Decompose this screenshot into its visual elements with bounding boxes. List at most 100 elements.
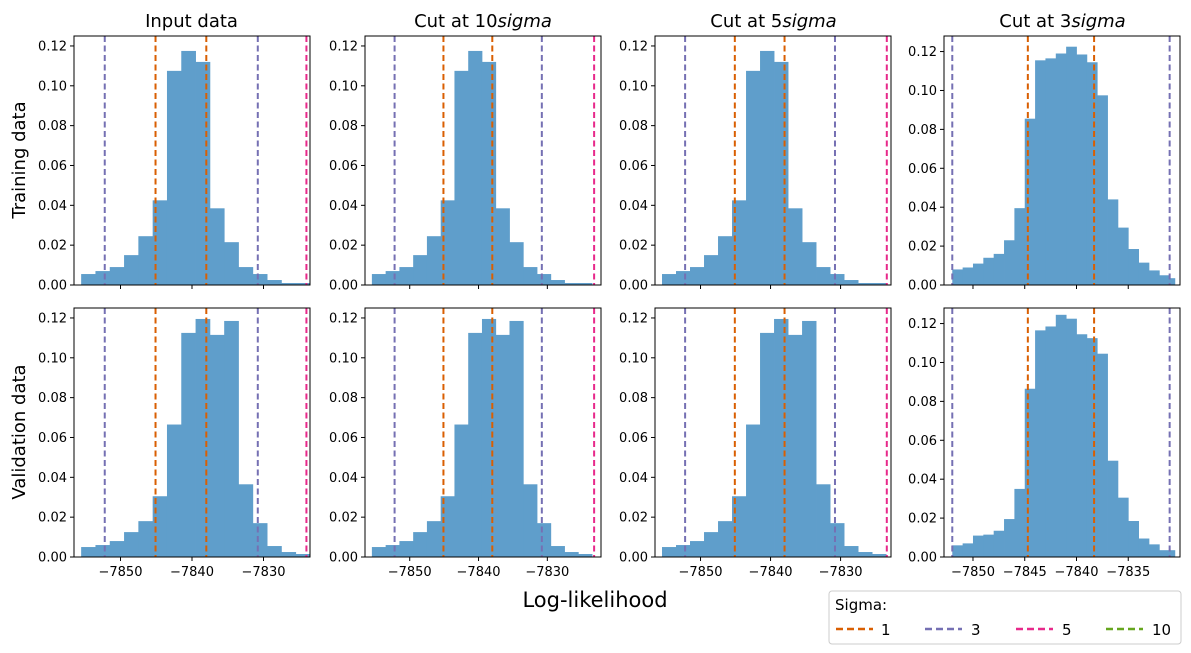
histogram-bar bbox=[1097, 353, 1108, 557]
histogram-bars bbox=[371, 318, 593, 557]
y-tick-label: 0.00 bbox=[38, 551, 67, 566]
histogram-bar bbox=[224, 320, 239, 557]
histogram-bar bbox=[662, 274, 677, 285]
histogram-bar bbox=[252, 274, 268, 285]
histogram-bar bbox=[802, 242, 817, 285]
histogram-bar bbox=[1024, 118, 1036, 285]
histogram-bars bbox=[952, 46, 1176, 285]
x-tick-label: −7845 bbox=[1003, 565, 1047, 580]
histogram-bars bbox=[81, 318, 310, 557]
histogram-bar bbox=[952, 545, 964, 557]
histogram-bar bbox=[252, 523, 268, 557]
y-tick-label: 0.00 bbox=[38, 279, 67, 294]
histogram-bar bbox=[238, 267, 254, 285]
histogram-bar bbox=[1076, 54, 1088, 285]
histogram-bar bbox=[872, 283, 887, 285]
histogram-bar bbox=[426, 521, 442, 557]
legend-label-sigma-3: 3 bbox=[971, 621, 981, 639]
legend: Sigma: 1 3 5 10 bbox=[828, 590, 1182, 645]
y-tick-label: 0.10 bbox=[38, 351, 67, 366]
histogram-bar bbox=[802, 320, 817, 557]
histogram-bar bbox=[537, 274, 552, 285]
histogram-bars bbox=[81, 50, 310, 285]
histogram-bar bbox=[774, 318, 789, 557]
histogram-bar bbox=[550, 546, 565, 557]
column-title-2: Cut at 10sigma bbox=[414, 11, 552, 32]
histogram-bar bbox=[972, 535, 984, 557]
histogram-bar bbox=[152, 200, 168, 285]
histogram-bar bbox=[1107, 460, 1119, 557]
histogram-bar bbox=[399, 267, 414, 285]
histogram-bar bbox=[138, 521, 154, 557]
histogram-bar bbox=[676, 545, 691, 557]
histogram-bar bbox=[1169, 550, 1176, 557]
y-tick-label: 0.00 bbox=[329, 551, 358, 566]
histogram-bar bbox=[1055, 53, 1067, 285]
y-tick-label: 0.06 bbox=[908, 162, 937, 177]
histogram-bar bbox=[746, 70, 761, 285]
y-tick-label: 0.06 bbox=[619, 159, 648, 174]
x-tick-label: −7830 bbox=[242, 565, 286, 580]
row-label-training: Training data bbox=[9, 101, 30, 219]
histogram-bar bbox=[662, 547, 677, 557]
y-tick-label: 0.02 bbox=[38, 511, 67, 526]
sigma-lines bbox=[951, 308, 1171, 557]
y-tick-label: 0.04 bbox=[38, 471, 67, 486]
y-tick-label: 0.12 bbox=[329, 311, 358, 326]
x-tick-label: −7840 bbox=[749, 565, 793, 580]
histogram-bar bbox=[371, 274, 387, 285]
legend-label-sigma-10: 10 bbox=[1152, 621, 1171, 639]
histogram-bar bbox=[774, 61, 789, 285]
panel-train-3: 0.00 0.02 0.04 0.06 0.08 0.10 0.12 bbox=[619, 35, 892, 294]
histogram-bar bbox=[1014, 208, 1026, 285]
histogram-bar bbox=[413, 532, 428, 557]
histogram-bar bbox=[1066, 46, 1077, 285]
axes-frame bbox=[654, 307, 892, 558]
histogram-bar bbox=[972, 263, 984, 285]
histogram-bar bbox=[481, 318, 497, 557]
histogram-bar bbox=[844, 546, 859, 557]
x-tick-label: −7840 bbox=[457, 565, 501, 580]
row-label-validation: Validation data bbox=[9, 364, 30, 499]
histogram-bar bbox=[1148, 270, 1160, 285]
histogram-bar bbox=[844, 280, 859, 285]
y-tick-label: 0.10 bbox=[329, 79, 358, 94]
y-tick-label: 0.08 bbox=[329, 119, 358, 134]
x-tick-label: −7850 bbox=[951, 565, 995, 580]
histogram-bar bbox=[1086, 338, 1098, 557]
y-tick-label: 0.10 bbox=[619, 79, 648, 94]
x-axis-label: Log-likelihood bbox=[522, 588, 667, 612]
histogram-bar bbox=[468, 332, 483, 557]
histogram-bar bbox=[481, 61, 497, 285]
histogram-bar bbox=[426, 236, 442, 285]
histogram-bar bbox=[181, 50, 196, 285]
panel-train-4: 0.00 0.02 0.04 0.06 0.08 0.10 0.12 bbox=[908, 35, 1181, 294]
histogram-bar bbox=[124, 532, 139, 557]
histogram-bar bbox=[816, 484, 831, 557]
y-tick-label: 0.00 bbox=[619, 279, 648, 294]
axes-frame bbox=[943, 35, 1181, 286]
legend-label-sigma-5: 5 bbox=[1062, 621, 1072, 639]
sigma-lines bbox=[103, 36, 308, 285]
histogram-bar bbox=[166, 70, 182, 285]
histogram-bar bbox=[564, 552, 579, 557]
histogram-bar bbox=[454, 70, 469, 285]
x-tick-label: −7850 bbox=[388, 565, 432, 580]
histogram-bar bbox=[267, 280, 282, 285]
x-tick-label: −7840 bbox=[1054, 565, 1098, 580]
histogram-bar bbox=[1159, 550, 1171, 557]
column-title-4: Cut at 3sigma bbox=[999, 11, 1125, 32]
y-tick-label: 0.04 bbox=[619, 199, 648, 214]
histogram-bar bbox=[124, 255, 139, 285]
axes-frame bbox=[364, 35, 602, 286]
histogram-bar bbox=[440, 200, 455, 285]
x-tick-label: −7850 bbox=[679, 565, 723, 580]
x-tick-label: −7830 bbox=[525, 565, 569, 580]
histogram-bar bbox=[385, 545, 400, 557]
histogram-bar bbox=[468, 50, 483, 285]
panel-val-2: 0.00 0.02 0.04 0.06 0.08 0.10 0.12 −7850 −7840 −7… bbox=[329, 307, 602, 580]
histogram-bar bbox=[1066, 318, 1077, 557]
histogram-bar bbox=[295, 554, 310, 557]
histogram-bar bbox=[858, 283, 873, 285]
histogram-bar bbox=[1117, 497, 1129, 557]
